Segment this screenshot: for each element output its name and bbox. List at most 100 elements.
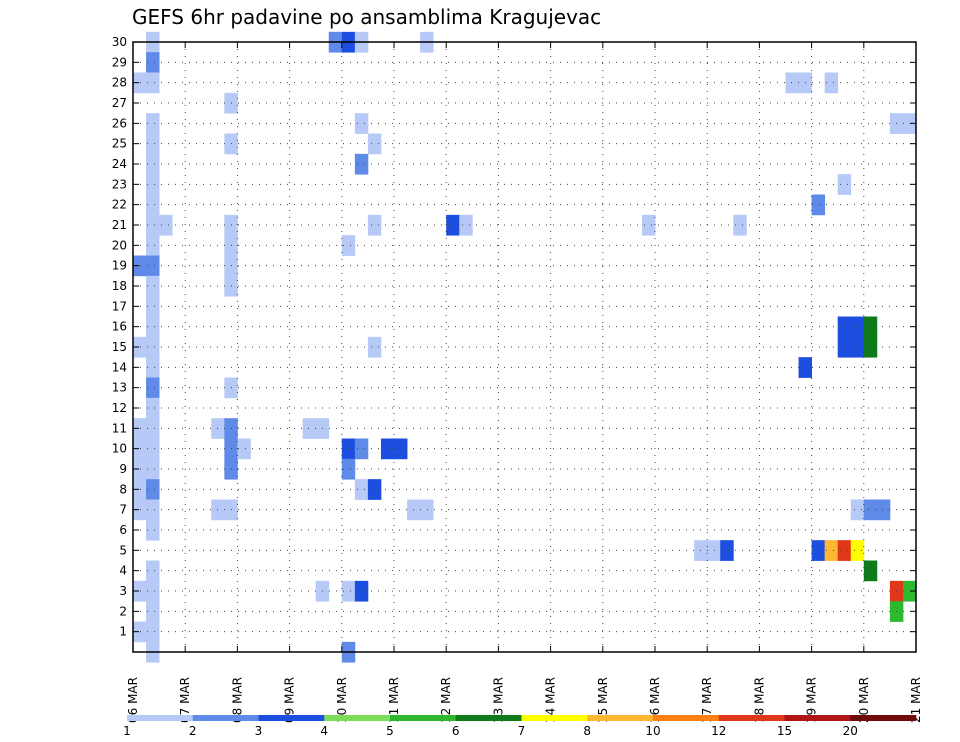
heatmap-cell: [824, 72, 839, 94]
heatmap-cell: [159, 214, 173, 236]
heatmap-cell: [733, 214, 747, 236]
heatmap-cell: [720, 540, 734, 561]
heatmap-cell: [146, 113, 160, 134]
colorbar-label: 7: [518, 724, 526, 738]
heatmap-cell: [146, 214, 160, 236]
heatmap-cell: [367, 479, 382, 500]
colorbar-swatch: [390, 715, 457, 721]
colorbar-swatch: [455, 715, 522, 721]
heatmap-cell: [367, 133, 382, 155]
heatmap-cell: [146, 194, 160, 216]
colorbar-label: 4: [320, 724, 328, 738]
heatmap-cell: [133, 72, 147, 94]
x-tick-label: 10 MAR: [335, 677, 349, 723]
heatmap-cell: [367, 336, 382, 358]
heatmap-cell: [850, 316, 865, 338]
colorbar-swatch: [127, 715, 194, 721]
y-tick-label: 11: [112, 421, 127, 435]
heatmap-cell: [146, 479, 160, 500]
y-tick-label: 13: [112, 381, 127, 395]
heatmap-cells: [133, 31, 917, 663]
heatmap-cell: [850, 499, 865, 521]
heatmap-cell: [133, 479, 147, 500]
heatmap-cell: [863, 560, 878, 582]
heatmap-cell: [146, 52, 160, 73]
grid-lines: [133, 41, 916, 652]
heatmap-cell: [341, 458, 356, 480]
heatmap-cell: [354, 479, 369, 500]
heatmap-cell: [341, 438, 356, 460]
y-tick-label: 6: [119, 523, 127, 537]
heatmap-cell: [146, 235, 160, 256]
heatmap-cell: [876, 499, 891, 521]
colorbar-label: 5: [386, 724, 394, 738]
heatmap-cell: [902, 580, 917, 602]
heatmap-cell: [133, 438, 147, 460]
y-tick-label: 8: [119, 482, 127, 496]
colorbar-swatch: [258, 715, 325, 721]
x-tick-label: 12 MAR: [439, 677, 453, 723]
x-tick-label: 09 MAR: [283, 677, 297, 723]
colorbar: 1 2 3 4 5 6 7 8 10 12 15 20: [123, 715, 917, 738]
heatmap-cell: [459, 214, 473, 236]
x-tick-label: 07 MAR: [178, 677, 192, 723]
y-tick-label: 30: [112, 35, 127, 49]
heatmap-cell: [146, 499, 160, 521]
heatmap-cell: [133, 418, 147, 439]
y-tick-label: 29: [112, 55, 127, 69]
heatmap-cell: [146, 357, 160, 378]
colorbar-label: 12: [711, 724, 726, 738]
heatmap-cell: [146, 255, 160, 277]
y-tick-label: 22: [112, 198, 127, 212]
y-tick-label: 9: [119, 462, 127, 476]
heatmap-cell: [837, 174, 852, 195]
heatmap-cell: [211, 499, 225, 521]
heatmap-cell: [146, 418, 160, 439]
y-tick-label: 15: [112, 340, 127, 354]
colorbar-label: 15: [777, 724, 792, 738]
y-tick-label: 21: [112, 218, 127, 232]
heatmap-cell: [133, 458, 147, 480]
colorbar-label: 1: [123, 724, 131, 738]
y-tick-label: 25: [112, 137, 127, 151]
y-tick-label: 19: [112, 259, 127, 273]
y-tick-label: 12: [112, 401, 127, 415]
y-tick-label: 3: [119, 584, 127, 598]
heatmap-cell: [146, 316, 160, 338]
colorbar-label: 6: [452, 724, 460, 738]
y-tick-label: 2: [119, 604, 127, 618]
heatmap-cell: [367, 214, 382, 236]
heatmap-cell: [394, 438, 408, 460]
heatmap-cell: [446, 214, 460, 236]
heatmap-cell: [133, 499, 147, 521]
heatmap-cell: [902, 113, 917, 134]
colorbar-swatch: [653, 715, 720, 721]
colorbar-swatch: [192, 715, 259, 721]
heatmap-cell: [863, 499, 878, 521]
heatmap-cell: [146, 174, 160, 195]
colorbar-label: 3: [255, 724, 263, 738]
x-tick-label: 17 MAR: [700, 677, 714, 723]
heatmap-cell: [146, 621, 160, 643]
colorbar-label: 2: [189, 724, 197, 738]
y-tick-label: 16: [112, 320, 127, 334]
heatmap-cell: [133, 580, 147, 602]
x-axis: 06 MAR 07 MAR 08 MAR 09 MAR 10 MAR 11 MAR 12 M…: [126, 42, 923, 723]
x-tick-label: 11 MAR: [387, 677, 401, 723]
heatmap-cell: [354, 438, 369, 460]
x-tick-label: 16 MAR: [648, 677, 662, 723]
y-tick-label: 1: [119, 625, 127, 639]
colorbar-swatch: [718, 715, 785, 721]
heatmap-cell: [146, 296, 160, 317]
y-tick-label: 23: [112, 177, 127, 191]
heatmap-cell: [146, 397, 160, 419]
x-tick-label: 19 MAR: [805, 677, 819, 723]
colorbar-swatch: [521, 715, 588, 721]
heatmap-cell: [863, 316, 878, 338]
y-tick-label: 4: [119, 564, 127, 578]
heatmap-cell: [785, 72, 799, 94]
heatmap-cell: [146, 560, 160, 582]
y-tick-label: 14: [112, 360, 127, 374]
heatmap-cell: [354, 113, 369, 134]
